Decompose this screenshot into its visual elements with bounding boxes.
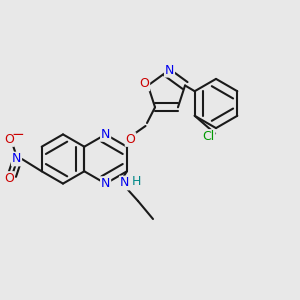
Text: O: O [4,172,14,185]
Text: H: H [132,175,141,188]
Text: N: N [120,176,129,190]
Text: N: N [101,177,110,190]
Text: −: − [11,127,24,142]
Text: N: N [165,64,174,77]
Text: N: N [101,128,110,141]
Text: O: O [4,133,14,146]
Text: N: N [12,152,21,166]
Text: O: O [140,77,149,91]
Text: O: O [126,133,135,146]
Text: Cl: Cl [202,130,214,143]
